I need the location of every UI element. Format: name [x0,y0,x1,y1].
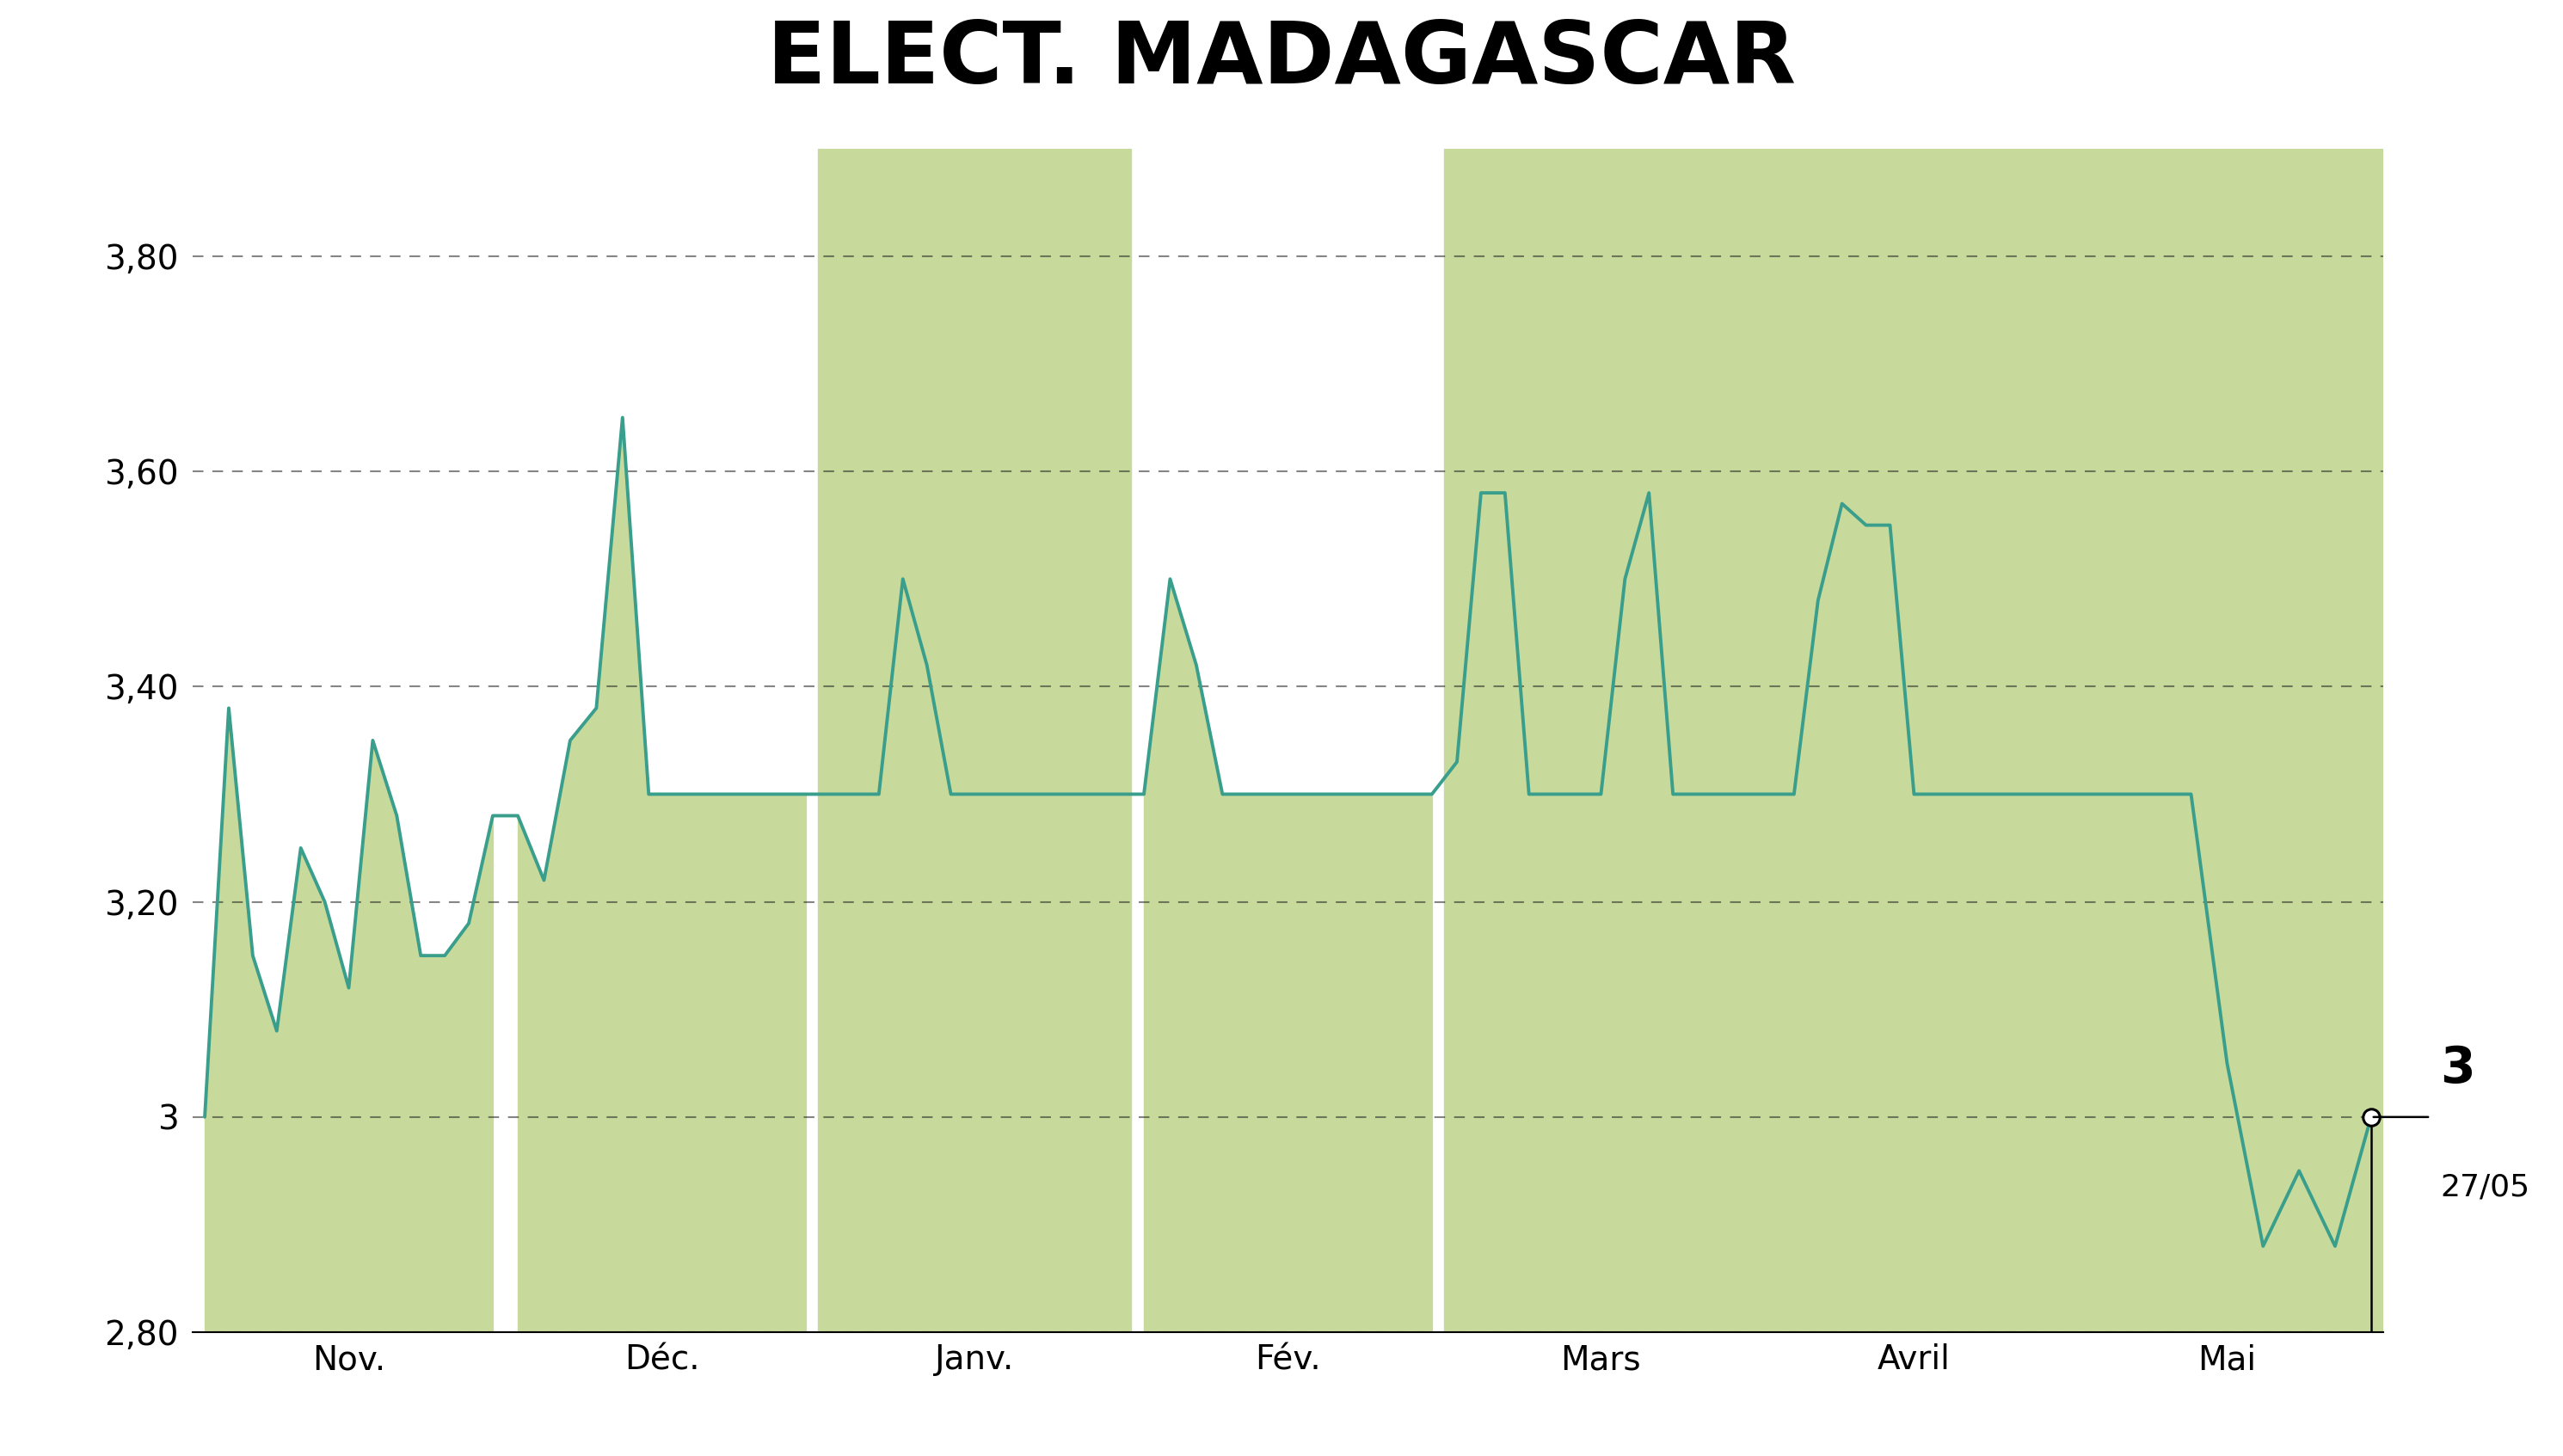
Text: 3: 3 [2440,1044,2476,1093]
Text: ELECT. MADAGASCAR: ELECT. MADAGASCAR [766,17,1797,102]
Bar [2071,149,2384,1332]
Bar [1758,149,2071,1332]
Bar [818,149,1130,1332]
Bar [1446,149,1758,1332]
Text: 27/05: 27/05 [2440,1172,2530,1201]
